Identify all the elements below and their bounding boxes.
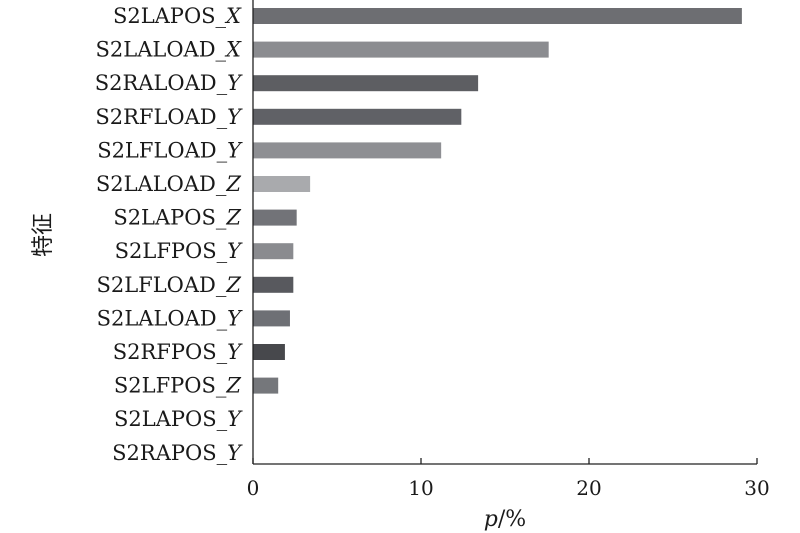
category-label-base: S2LAPOS_: [113, 206, 227, 230]
category-label-suffix: Y: [227, 71, 243, 95]
category-label-suffix: Z: [225, 206, 241, 230]
bar-s2rfpos-y: [253, 344, 285, 360]
category-label: S2LFPOS_Z: [114, 374, 242, 398]
x-axis-title-unit: /%: [498, 507, 526, 532]
category-label: S2LFLOAD_Z: [96, 273, 241, 297]
category-label-base: S2LFPOS_: [115, 239, 228, 263]
category-label-base: S2RALOAD_: [95, 71, 228, 95]
category-label-suffix: Z: [225, 172, 241, 196]
x-tick-label: 0: [247, 476, 260, 500]
category-label-suffix: X: [224, 4, 242, 28]
bars-layer: [253, 8, 742, 394]
x-axis-title-variable: p: [484, 507, 498, 532]
bar-s2lfpos-z: [253, 377, 279, 394]
bar-s2rfload-y: [253, 108, 462, 125]
category-label-base: S2LALOAD_: [97, 306, 228, 330]
category-label-suffix: Y: [227, 105, 243, 129]
category-label: S2LAPOS_Y: [114, 407, 243, 431]
category-label-base: S2RFLOAD_: [95, 105, 227, 129]
bar-s2lfload-y: [253, 142, 442, 159]
category-label-base: S2LFLOAD_: [97, 138, 227, 162]
bar-s2lapos-x: [253, 8, 742, 24]
category-label: S2RFLOAD_Y: [95, 105, 243, 129]
category-label: S2LFLOAD_Y: [97, 138, 243, 162]
y-axis-title: 特征: [31, 213, 56, 257]
category-label-base: S2LALOAD_: [96, 38, 227, 62]
bar-s2lfload-z: [253, 276, 294, 293]
bar-s2lfpos-y: [253, 243, 294, 260]
x-tick-label: 30: [744, 476, 769, 500]
category-label: S2LALOAD_Y: [97, 306, 244, 330]
category-label-suffix: X: [224, 38, 242, 62]
category-label-suffix: Y: [227, 138, 243, 162]
bar-s2raload-y: [253, 75, 479, 92]
category-label: S2RALOAD_Y: [95, 71, 243, 95]
category-label-suffix: Y: [227, 441, 243, 465]
category-label: S2LAPOS_Z: [113, 206, 241, 230]
category-label-suffix: Z: [225, 273, 241, 297]
category-label-suffix: Y: [227, 340, 243, 364]
category-label-base: S2RAPOS_: [112, 441, 227, 465]
x-axis-title: p/%: [484, 507, 526, 532]
category-label-base: S2LAPOS_: [114, 407, 228, 431]
x-tick-label: 10: [408, 476, 433, 500]
bar-s2laload-y: [253, 310, 290, 327]
x-tick-label: 20: [576, 476, 601, 500]
category-label-suffix: Y: [227, 407, 243, 431]
category-label-base: S2LAPOS_: [113, 4, 227, 28]
category-label-base: S2LFPOS_: [114, 374, 227, 398]
category-label-base: S2RFPOS_: [113, 340, 228, 364]
category-label-base: S2LFLOAD_: [96, 273, 226, 297]
category-label-base: S2LALOAD_: [96, 172, 227, 196]
category-label: S2RAPOS_Y: [112, 441, 243, 465]
category-label: S2RFPOS_Y: [113, 340, 243, 364]
bar-s2lapos-z: [253, 209, 297, 226]
category-label: S2LALOAD_X: [96, 38, 243, 62]
bar-s2laload-z: [253, 176, 311, 192]
x-axis-ticks: 0 10 20 30: [247, 458, 770, 500]
category-label-suffix: Y: [227, 239, 243, 263]
bar-s2laload-x: [253, 41, 549, 58]
category-label: S2LFPOS_Y: [115, 239, 244, 263]
category-labels: S2LAPOS_XS2LALOAD_XS2RALOAD_YS2RFLOAD_YS…: [95, 4, 243, 465]
category-label-suffix: Y: [227, 306, 243, 330]
category-label: S2LAPOS_X: [113, 4, 242, 28]
category-label: S2LALOAD_Z: [96, 172, 242, 196]
category-label-suffix: Z: [225, 374, 241, 398]
